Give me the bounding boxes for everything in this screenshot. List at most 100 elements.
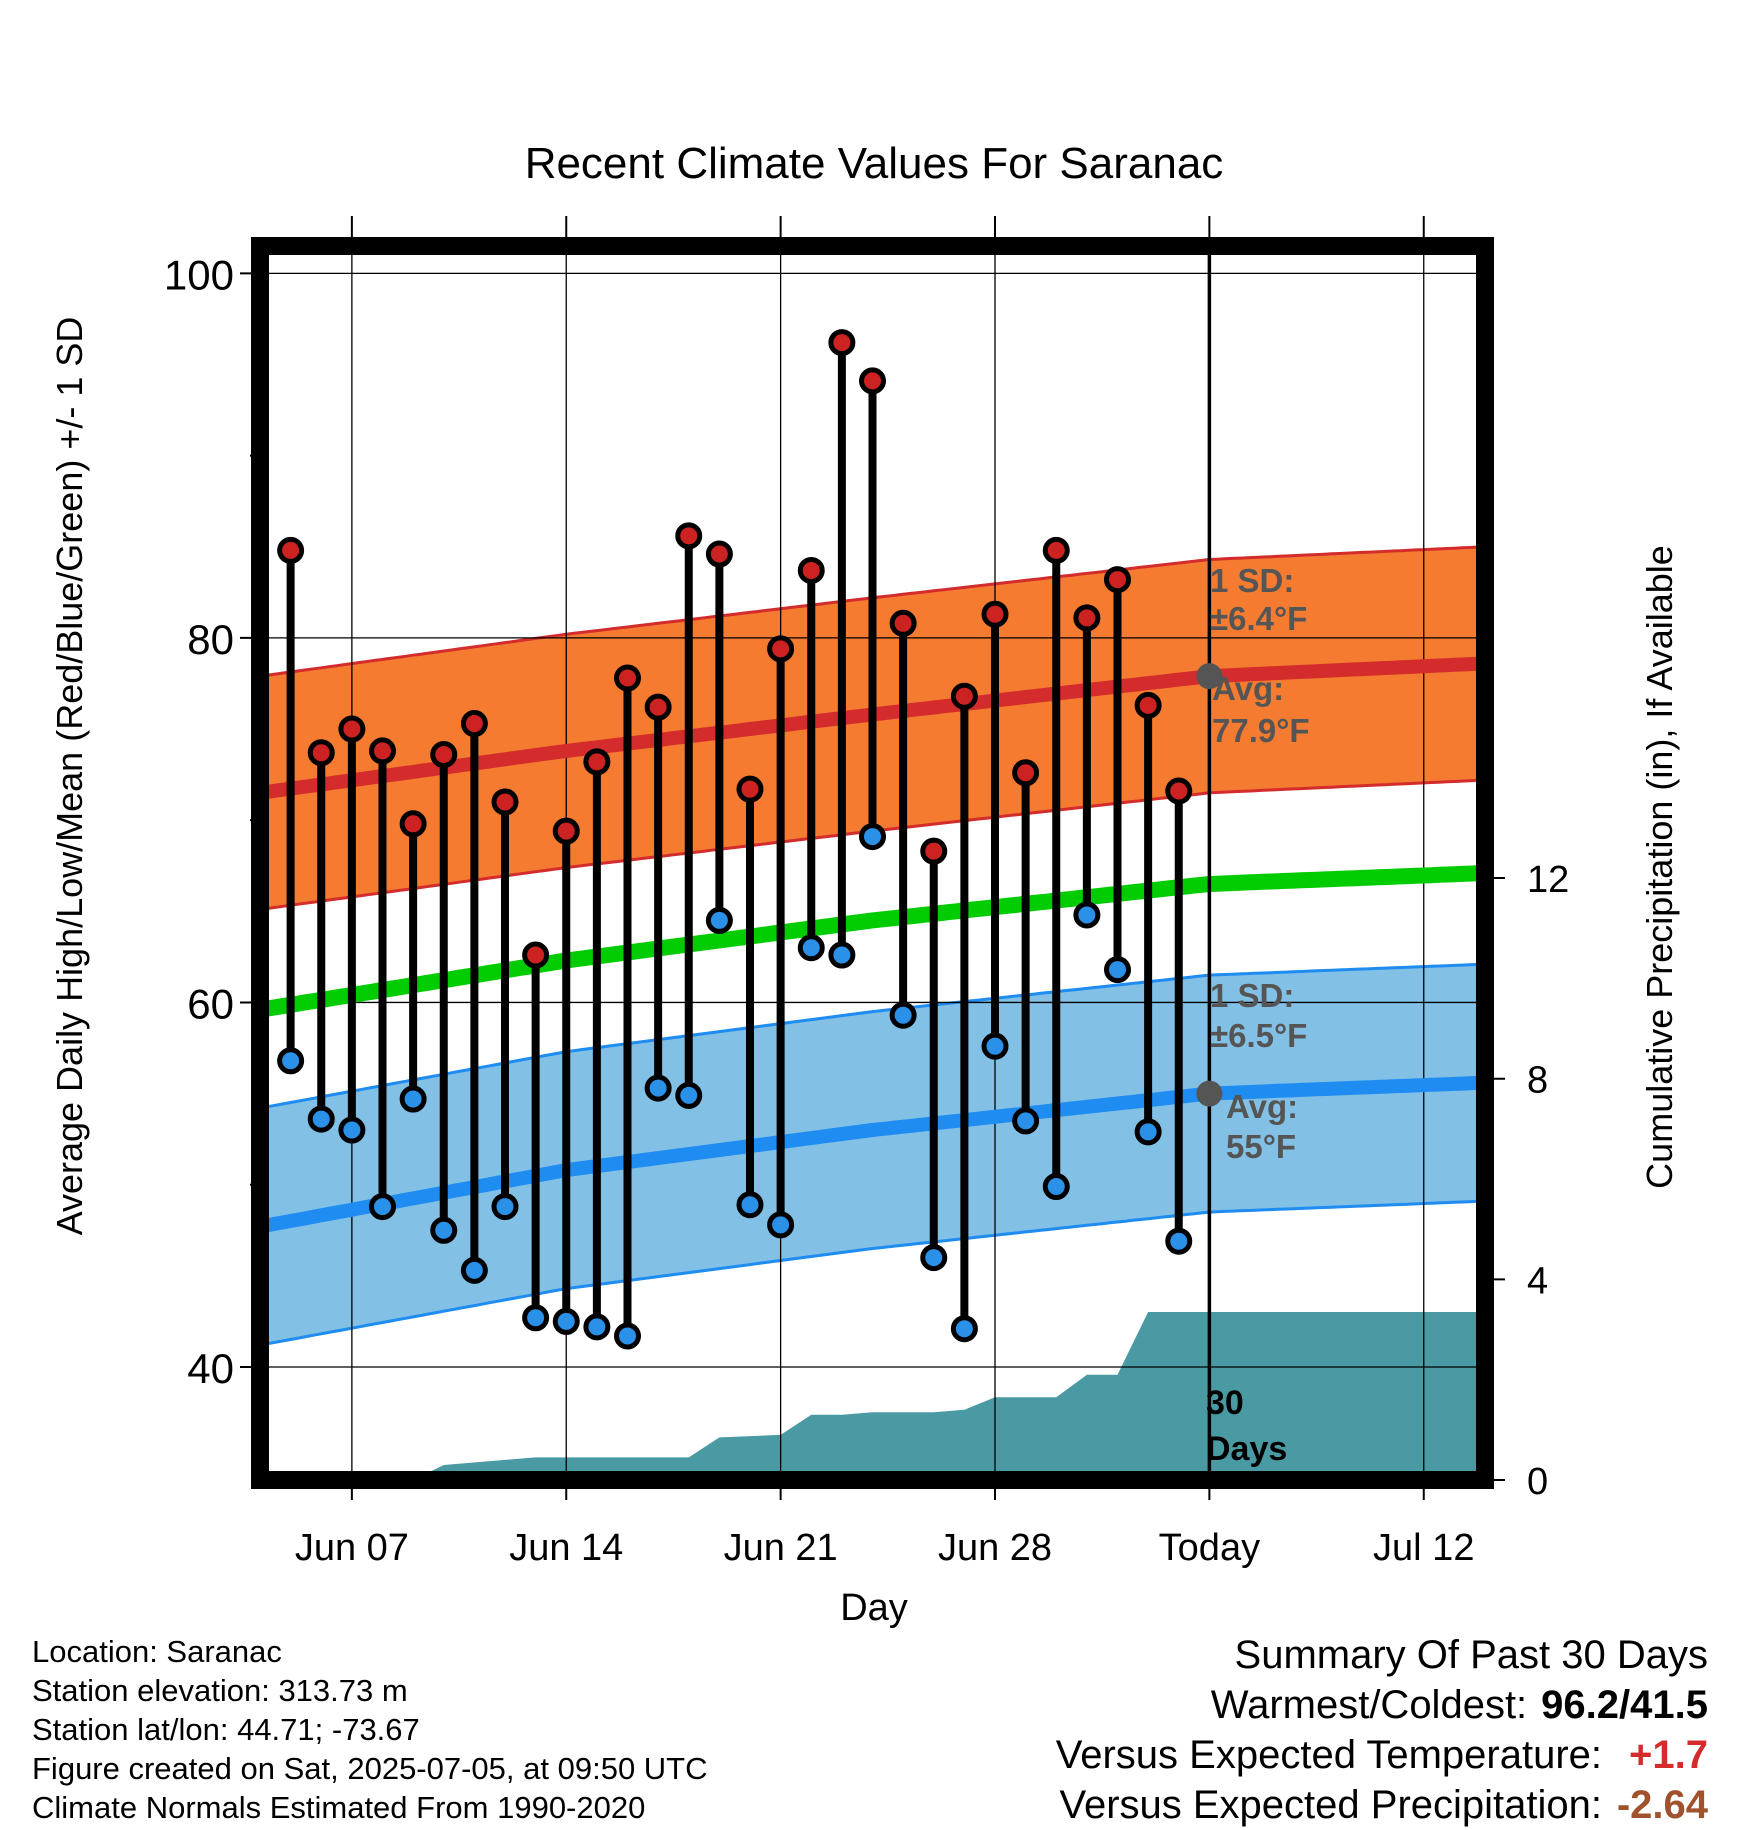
low-temp-point [675,1081,703,1109]
y-tick-label: 80 [187,616,234,663]
chart-title: Recent Climate Values For Saranac [525,139,1224,188]
high-temp-point [583,748,611,776]
low-temp-point [614,1322,641,1350]
today-low-normal-marker [1196,1080,1223,1107]
warm-cold-value: 96.2/41.5 [1541,1683,1708,1727]
axes [240,216,1505,1500]
x-tick-label: Jun 07 [295,1527,409,1569]
summary-temp: Versus Expected Temperature: +1.7 [1056,1730,1708,1780]
low-temp-point [705,906,733,934]
days-label-text: Days [1206,1430,1287,1468]
low-temp-point [583,1313,611,1341]
high-temp-point [552,817,580,845]
low-temp-point [307,1105,335,1133]
low-temp-point [369,1193,396,1221]
y2-tick-label: 12 [1527,859,1569,901]
low-temp-point [338,1116,366,1144]
high-temp-point [614,664,641,692]
high-temp-point [920,837,948,865]
precipitation-area [260,1312,1485,1480]
x-axis-label: Day [840,1587,908,1628]
high-temp-point [1134,691,1162,719]
y-tick-label: 40 [187,1345,234,1392]
low-avg-label: Avg: [1226,1088,1298,1125]
low-temp-point [1134,1118,1162,1146]
high-temp-point [338,715,366,743]
high-temp-point [705,540,733,568]
low-temp-point [552,1307,580,1335]
low-temp-point [644,1074,672,1102]
low-temp-point [981,1032,1009,1060]
normals-text: Climate Normals Estimated From 1990-2020 [32,1790,646,1825]
high-avg-value: 77.9°F [1212,712,1310,749]
plot-frame [251,237,1494,1489]
summary-title: Summary Of Past 30 Days [1234,1633,1708,1677]
high-temp-point [399,810,427,838]
high-temp-point [950,682,978,710]
high-temp-point [277,536,305,564]
high-temp-point [828,329,856,357]
high-temp-point [675,522,703,550]
low-temp-point [828,941,856,969]
high-temp-point [889,609,917,637]
summary-precip: Versus Expected Precipitation: -2.64 [1056,1780,1708,1830]
high-temp-point [491,788,519,816]
low-sd-lower-edge [260,1199,1485,1347]
y2-tick-label: 0 [1527,1461,1548,1503]
latlon-text: Station lat/lon: 44.71; -73.67 [32,1712,420,1747]
high-temp-point [1073,604,1101,632]
y-tick-label: 100 [164,251,234,298]
low-temp-point [1073,901,1101,929]
high-temp-point [307,739,335,767]
high-sd-value: ±6.4°F [1210,600,1307,637]
low-normal-line [260,1075,1485,1234]
low-temp-point [797,934,825,962]
x-tick-label: Jun 14 [509,1527,623,1569]
low-sd-value: ±6.5°F [1210,1017,1307,1054]
high-temp-point [981,600,1009,628]
high-temp-point [1012,759,1040,787]
today-high-normal-marker [1196,663,1223,690]
low-temp-point [1104,956,1131,984]
plot-clip-group [260,246,1485,1480]
high-temp-point [369,737,396,765]
y2-tick-label: 4 [1527,1260,1548,1302]
low-temp-point [859,823,886,851]
high-temp-point [797,556,825,584]
high-temp-point [1165,777,1193,805]
x-tick-label: Jun 21 [724,1527,838,1569]
low-sd-upper-edge [260,962,1485,1110]
high-temp-point [460,710,488,738]
low-temp-point [491,1193,519,1221]
high-temp-point [859,367,886,395]
high-temp-point [644,693,672,721]
elevation-text: Station elevation: 313.73 m [32,1673,408,1708]
location-text: Location: Saranac [32,1634,282,1669]
low-temp-point [430,1216,458,1244]
high-sd-label: 1 SD: [1210,562,1294,599]
high-temp-point [430,741,458,769]
warm-cold-label: Warmest/Coldest: [1210,1683,1528,1727]
y-tick-label: 60 [187,980,234,1027]
y2-tick-label: 8 [1527,1060,1548,1102]
low-temp-point [399,1085,427,1113]
y2-axis-label: Cumulative Precipitation (in), If Availa… [1639,545,1680,1189]
climate-chart: Recent Climate Values For Saranac 1 SD:±… [49,139,1680,1628]
y-axis-label: Average Daily High/Low/Mean (Red/Blue/Gr… [49,317,90,1236]
low-temp-point [1165,1227,1193,1255]
low-temp-point [889,1001,917,1029]
high-temp-point [736,775,764,803]
summary-panel: Summary Of Past 30 Days Warmest/Coldest:… [1056,1630,1708,1830]
x-tick-label: Jul 12 [1373,1527,1474,1569]
low-temp-point [736,1191,764,1219]
temp-label: Versus Expected Temperature: [1055,1733,1602,1777]
high-temp-point [767,635,795,663]
precip-value: -2.64 [1616,1783,1708,1827]
low-avg-value: 55°F [1226,1128,1296,1165]
created-text: Figure created on Sat, 2025-07-05, at 09… [32,1751,708,1786]
low-temp-point [767,1211,795,1239]
summary-warm-cold: Warmest/Coldest: 96.2/41.5 [1056,1680,1708,1730]
high-temp-point [1042,536,1070,564]
days-label-number: 30 [1206,1384,1244,1422]
